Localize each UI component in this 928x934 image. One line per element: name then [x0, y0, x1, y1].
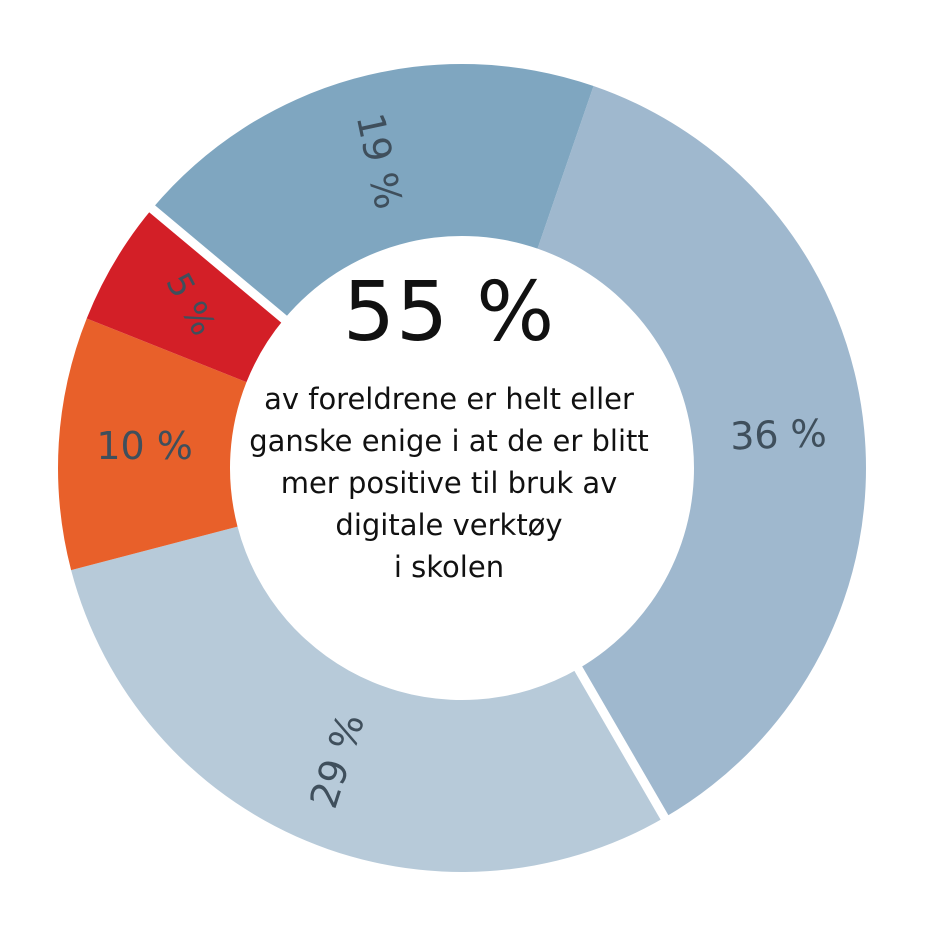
slice-separator-1 — [572, 663, 671, 824]
donut-slice-10 — [58, 318, 247, 571]
donut-slice-5 — [86, 208, 285, 383]
center-line-2: ganske enige i at de er blitt — [249, 424, 649, 458]
donut-slice-19 — [152, 63, 594, 320]
center-line-5: i skolen — [393, 550, 505, 584]
center-line-1: av foreldrene er helt eller — [264, 382, 634, 416]
headline-percentage: 55 % — [342, 265, 556, 360]
center-description: av foreldrene er helt eller ganske enige… — [239, 378, 659, 588]
center-line-3: mer positive til bruk av — [280, 466, 618, 500]
donut-slice-36 — [537, 86, 866, 818]
center-line-4: digitale verktøy — [335, 508, 563, 542]
donut-slice-29 — [71, 526, 665, 873]
center-text: 55 % av foreldrene er helt eller ganske … — [214, 262, 684, 662]
slice-label-10: 10 % — [96, 424, 193, 468]
slice-label-36: 36 % — [729, 411, 827, 458]
slice-separator-2 — [146, 202, 290, 326]
